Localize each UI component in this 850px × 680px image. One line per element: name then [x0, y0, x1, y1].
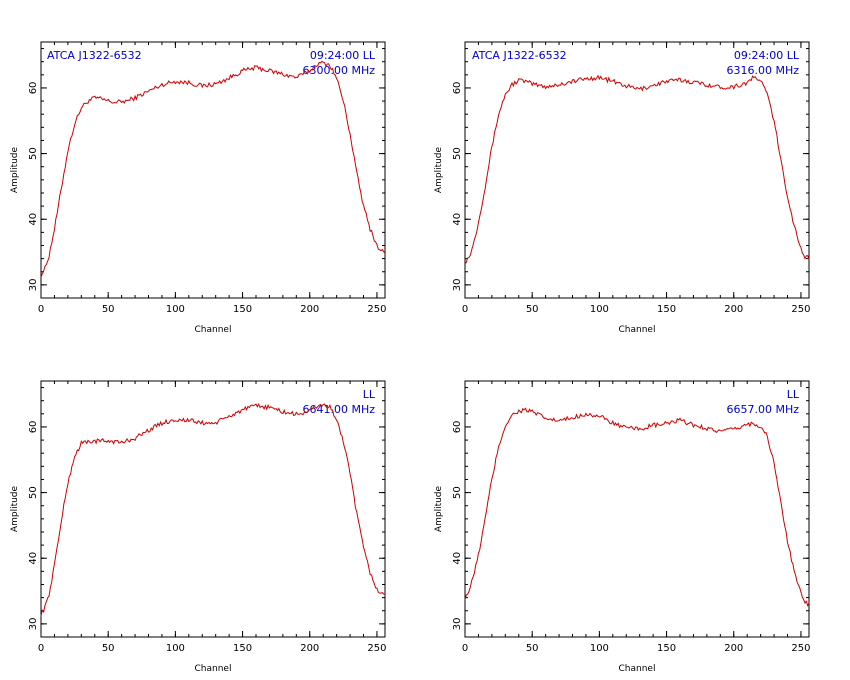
- x-tick-label: 100: [166, 304, 185, 315]
- x-tick-label: 0: [462, 643, 468, 654]
- plot-frame: [464, 41, 810, 299]
- spectrum-trace: [464, 74, 810, 265]
- y-axis-title: Amplitude: [10, 485, 20, 532]
- y-tick-label: 60: [28, 82, 39, 95]
- x-tick-label: 150: [657, 304, 676, 315]
- x-axis-title: Channel: [195, 664, 232, 674]
- y-tick-label: 30: [452, 279, 463, 292]
- x-tick-label: 150: [657, 643, 676, 654]
- panel-annotation-polarization: LL: [363, 388, 376, 401]
- x-tick-label: 250: [367, 304, 386, 315]
- y-tick-label: 40: [452, 213, 463, 226]
- x-tick-label: 200: [300, 643, 319, 654]
- y-tick-label: 30: [28, 618, 39, 631]
- y-axis-title: Amplitude: [434, 146, 444, 193]
- spectrum-panel-bottom-left: LL 6641.00 MHz Channel Amplitude 0 50 100 1…: [10, 380, 386, 674]
- y-tick-label: 40: [452, 552, 463, 565]
- x-tick-label: 100: [590, 304, 609, 315]
- panel-annotation-time: 09:24:00 LL: [310, 49, 376, 62]
- spectrum-trace: [40, 403, 386, 617]
- panel-annotation-polarization: LL: [787, 388, 800, 401]
- y-tick-label: 30: [28, 279, 39, 292]
- x-tick-label: 0: [38, 643, 44, 654]
- spectrum-trace: [40, 60, 386, 278]
- y-tick-label: 30: [452, 618, 463, 631]
- y-tick-label: 40: [28, 213, 39, 226]
- panel-annotation-frequency: 6316.00 MHz: [726, 64, 799, 77]
- x-tick-label: 200: [300, 304, 319, 315]
- y-tick-label: 60: [452, 82, 463, 95]
- y-axis-title: Amplitude: [10, 146, 20, 193]
- x-tick-label: 50: [102, 643, 115, 654]
- x-tick-label: 150: [233, 643, 252, 654]
- x-tick-label: 150: [233, 304, 252, 315]
- panel-annotation-frequency: 6300.00 MHz: [302, 64, 375, 77]
- x-tick-label: 250: [791, 304, 810, 315]
- panel-annotation-left: ATCA J1322-6532: [472, 49, 567, 62]
- spectrum-panel-bottom-right: LL 6657.00 MHz Channel Amplitude 0 50 100 1…: [434, 380, 810, 674]
- x-tick-label: 100: [590, 643, 609, 654]
- x-tick-label: 0: [38, 304, 44, 315]
- plot-frame: [40, 380, 386, 638]
- spectrum-panel-top-left: ATCA J1322-6532 09:24:00 LL 6300.00 MHz …: [10, 41, 386, 335]
- y-tick-label: 40: [28, 552, 39, 565]
- spectrum-trace: [464, 407, 810, 607]
- plot-frame: [40, 41, 386, 299]
- spectrum-panel-top-right: ATCA J1322-6532 09:24:00 LL 6316.00 MHz …: [434, 41, 810, 335]
- x-tick-label: 50: [526, 304, 539, 315]
- x-tick-label: 250: [367, 643, 386, 654]
- y-tick-label: 60: [28, 421, 39, 434]
- panel-annotation-left: ATCA J1322-6532: [47, 49, 142, 62]
- x-axis-title: Channel: [619, 325, 656, 335]
- x-tick-label: 50: [102, 304, 115, 315]
- x-tick-label: 200: [724, 643, 743, 654]
- x-tick-label: 200: [724, 304, 743, 315]
- x-tick-label: 0: [462, 304, 468, 315]
- panel-annotation-time: 09:24:00 LL: [734, 49, 800, 62]
- panel-annotation-frequency: 6641.00 MHz: [302, 403, 375, 416]
- x-axis-title: Channel: [195, 325, 232, 335]
- x-tick-label: 250: [791, 643, 810, 654]
- y-tick-label: 50: [452, 486, 463, 499]
- panel-annotation-frequency: 6657.00 MHz: [726, 403, 799, 416]
- y-tick-label: 50: [28, 147, 39, 160]
- y-tick-label: 50: [28, 486, 39, 499]
- x-axis-title: Channel: [619, 664, 656, 674]
- y-tick-label: 50: [452, 147, 463, 160]
- y-tick-label: 60: [452, 421, 463, 434]
- y-axis-title: Amplitude: [434, 485, 444, 532]
- plot-frame: [464, 380, 810, 638]
- x-tick-label: 100: [166, 643, 185, 654]
- x-tick-label: 50: [526, 643, 539, 654]
